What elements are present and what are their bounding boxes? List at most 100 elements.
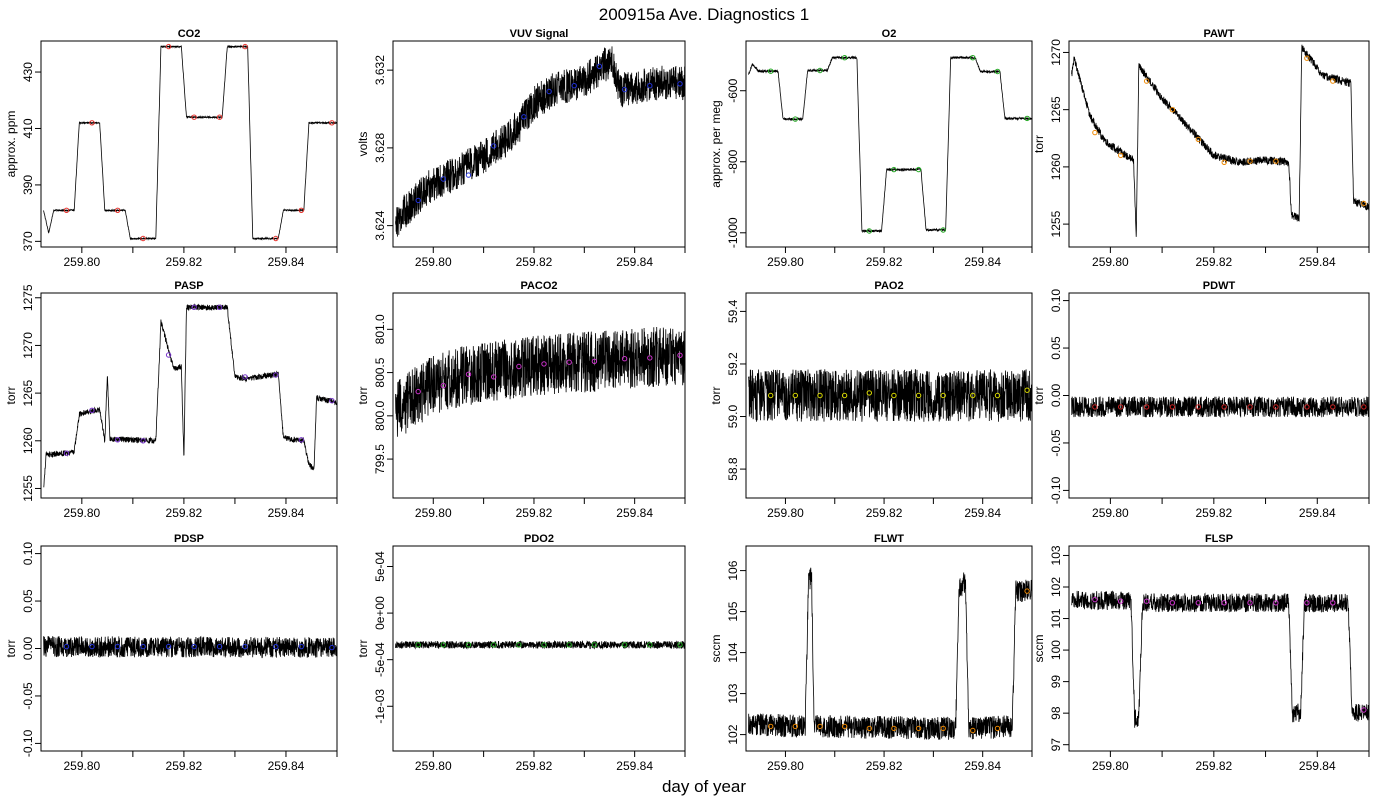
x-tick-label: 259.84 (616, 255, 653, 269)
average-marker (768, 723, 774, 730)
x-tick-label: 259.82 (866, 506, 903, 520)
average-marker (1221, 600, 1227, 606)
data-trace (43, 635, 338, 659)
average-marker (1024, 115, 1030, 122)
y-tick-label: 1270 (1049, 39, 1063, 66)
panel-o2: O2 approx. per meg -1000 -800 -600 259.80 259.… (709, 28, 1033, 269)
panel-title: FLWT (874, 533, 904, 545)
y-tick-label: -0.10 (1049, 476, 1063, 504)
average-marker (465, 371, 472, 377)
average-marker (994, 68, 1001, 75)
average-marker (440, 176, 446, 182)
plot-frame (40, 292, 338, 499)
average-marker (191, 114, 197, 120)
x-tick-label: 259.82 (1195, 506, 1232, 520)
y-tick-label: 100 (1049, 640, 1063, 660)
x-tick-label: 259.80 (1092, 506, 1129, 520)
average-marker (273, 372, 279, 378)
average-marker (516, 642, 522, 648)
y-tick-label: 370 (21, 231, 35, 251)
plot-frame (1068, 545, 1370, 752)
panel-paco2: PACO2 torr 799.5 800.0 800.5 801.0 259.80 259.8… (356, 280, 686, 520)
y-tick-label: 103 (1049, 545, 1063, 565)
average-marker (1304, 55, 1310, 61)
x-tick-label: 259.82 (516, 506, 553, 520)
average-marker (89, 120, 95, 126)
average-marker (1118, 598, 1124, 604)
average-marker (1143, 598, 1150, 604)
panel-pdsp: PDSP torr -0.10 -0.05 0.00 0.05 0.10 259.80 259.… (4, 533, 338, 773)
x-tick-label: 259.82 (166, 255, 203, 269)
average-marker (891, 392, 897, 399)
average-marker (329, 644, 335, 651)
average-marker (216, 304, 223, 310)
average-marker (1195, 136, 1202, 143)
y-tick-label: 1270 (21, 332, 35, 359)
average-marker (970, 727, 976, 734)
average-marker (866, 228, 872, 234)
x-tick-label: 259.82 (1195, 759, 1232, 773)
y-axis-label: torr (1032, 135, 1046, 153)
average-marker (940, 392, 946, 399)
figure-xlabel: day of year (662, 777, 746, 796)
y-tick-label: -5e-04 (373, 642, 387, 677)
y-tick-label: 801.0 (373, 314, 387, 344)
average-marker (817, 67, 823, 74)
average-marker (415, 388, 421, 395)
average-marker (329, 398, 335, 404)
average-marker (792, 116, 798, 122)
average-marker (216, 643, 223, 650)
panel-title: CO2 (178, 28, 201, 40)
average-marker (647, 642, 653, 648)
average-marker (1247, 404, 1253, 410)
average-marker (298, 437, 304, 443)
y-tick-label: 800.5 (373, 357, 387, 387)
panel-title: O2 (882, 28, 897, 40)
x-tick-label: 259.82 (866, 255, 903, 269)
x-tick-label: 259.84 (964, 506, 1001, 520)
average-marker (89, 407, 95, 413)
average-marker (571, 83, 577, 89)
data-trace (748, 369, 1033, 422)
y-tick-label: 58.8 (726, 457, 740, 481)
plot-frame (392, 40, 686, 248)
average-marker (1330, 600, 1336, 606)
data-trace (395, 640, 686, 650)
plot-frame (745, 292, 1033, 499)
average-marker (891, 725, 897, 732)
panel-title: FLSP (1205, 533, 1233, 545)
average-marker (591, 358, 598, 364)
average-marker (165, 643, 172, 650)
average-marker (1247, 600, 1253, 606)
average-marker (63, 207, 70, 214)
x-tick-label: 259.84 (964, 255, 1001, 269)
average-marker (1092, 596, 1098, 603)
y-axis-label: torr (356, 386, 370, 404)
average-marker (841, 723, 848, 730)
x-tick-label: 259.80 (767, 506, 804, 520)
plot-frame (745, 545, 1033, 752)
data-trace (1071, 44, 1370, 237)
x-tick-label: 259.84 (268, 506, 305, 520)
data-trace (748, 55, 1033, 234)
y-tick-label: 59.0 (726, 405, 740, 429)
average-marker (677, 352, 683, 358)
x-tick-label: 259.84 (1299, 759, 1336, 773)
average-marker (273, 643, 279, 650)
average-marker (1361, 200, 1367, 207)
average-marker (216, 114, 223, 120)
y-tick-label: 59.2 (726, 352, 740, 376)
average-marker (621, 356, 628, 362)
average-marker (1273, 158, 1279, 164)
y-tick-label: 3.624 (373, 210, 387, 240)
x-tick-label: 259.82 (866, 759, 903, 773)
panel-pao2: PAO2 torr 58.8 59.0 59.2 59.4 259.80 259.82 259.… (709, 280, 1033, 520)
average-marker (915, 725, 922, 732)
average-marker (191, 643, 197, 650)
y-tick-label: 101 (1049, 608, 1063, 628)
y-tick-label: 5e-04 (373, 551, 387, 582)
average-marker (165, 43, 172, 50)
average-marker (63, 643, 70, 650)
average-marker (768, 392, 774, 399)
